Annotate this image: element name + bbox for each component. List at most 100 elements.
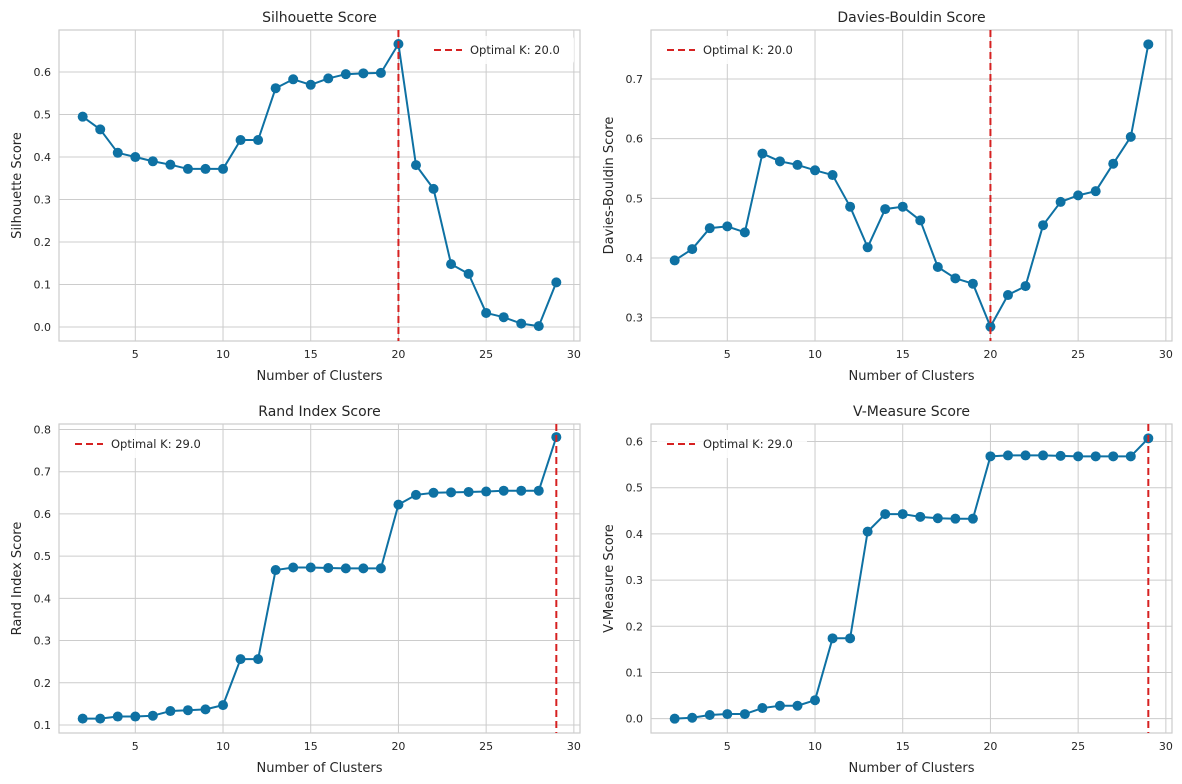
data-point <box>1108 158 1119 169</box>
x-tick-label: 20 <box>391 740 405 753</box>
legend: Optimal K: 29.0 <box>65 430 215 458</box>
data-point <box>687 244 698 255</box>
data-point <box>375 563 386 574</box>
data-point <box>410 489 421 500</box>
data-point <box>774 700 785 711</box>
data-point <box>358 68 369 79</box>
x-axis-label: Number of Clusters <box>257 369 383 384</box>
data-point <box>305 79 316 90</box>
y-tick-label: 0.5 <box>626 192 644 205</box>
chart-title: Davies-Bouldin Score <box>837 10 985 26</box>
data-point <box>722 221 733 232</box>
data-point <box>182 705 193 716</box>
data-point <box>498 312 509 323</box>
y-tick-label: 0.3 <box>626 312 644 325</box>
data-point <box>270 83 281 94</box>
data-point <box>704 709 715 720</box>
data-point <box>1125 131 1136 142</box>
data-point <box>950 513 961 524</box>
data-point <box>112 711 123 722</box>
data-point <box>323 562 334 573</box>
data-point <box>1125 451 1136 462</box>
data-point <box>393 499 404 510</box>
data-point <box>932 261 943 272</box>
y-tick-label: 0.4 <box>34 151 52 164</box>
chart-panel-3: 5 10 15 20 25 30 0.1 0.2 0.3 0.4 0.5 0.6 0.7 0.8 Rand … <box>10 404 581 776</box>
data-point <box>810 695 821 706</box>
y-tick-label: 0.7 <box>34 466 52 479</box>
x-tick-label: 25 <box>1071 348 1085 361</box>
plot-area <box>59 424 580 733</box>
data-point <box>1090 451 1101 462</box>
data-point <box>410 160 421 171</box>
data-point <box>1073 451 1084 462</box>
y-tick-label: 0.5 <box>34 550 52 563</box>
data-point <box>845 201 856 212</box>
y-axis-label: Silhouette Score <box>10 132 25 239</box>
data-point <box>985 451 996 462</box>
data-point <box>1055 450 1066 461</box>
data-point <box>446 259 457 270</box>
data-point <box>792 700 803 711</box>
data-point <box>551 277 562 288</box>
data-point <box>375 67 386 78</box>
data-point <box>112 147 123 158</box>
y-tick-label: 0.1 <box>34 719 52 732</box>
x-tick-label: 25 <box>479 348 493 361</box>
data-point <box>340 69 351 80</box>
data-point <box>967 513 978 524</box>
data-point <box>1090 186 1101 197</box>
y-tick-label: 0.5 <box>34 109 52 122</box>
y-tick-label: 0.1 <box>626 666 644 679</box>
plot-area <box>651 424 1172 733</box>
data-point <box>774 156 785 167</box>
data-point <box>1020 450 1031 461</box>
data-point <box>358 563 369 574</box>
y-tick-label: 0.6 <box>34 66 52 79</box>
plot-area <box>59 30 580 341</box>
y-tick-label: 0.2 <box>34 236 52 249</box>
data-point <box>95 124 106 135</box>
y-tick-label: 0.0 <box>34 321 52 334</box>
data-point <box>130 152 141 163</box>
x-tick-label: 5 <box>132 348 139 361</box>
x-tick-label: 25 <box>1071 740 1085 753</box>
data-point <box>147 156 158 167</box>
data-point <box>77 713 88 724</box>
data-point <box>1038 220 1049 231</box>
x-tick-label: 25 <box>479 740 493 753</box>
x-tick-label: 30 <box>567 740 581 753</box>
data-point <box>792 159 803 170</box>
y-tick-label: 0.0 <box>626 713 644 726</box>
legend-box <box>657 430 807 458</box>
data-point <box>862 242 873 253</box>
data-point <box>218 163 229 174</box>
data-point <box>1108 451 1119 462</box>
data-point <box>810 165 821 176</box>
data-point <box>1020 281 1031 292</box>
data-point <box>95 713 106 724</box>
y-tick-label: 0.6 <box>626 436 644 449</box>
x-tick-label: 10 <box>216 348 230 361</box>
x-tick-label: 10 <box>808 740 822 753</box>
series-line <box>82 436 558 720</box>
data-point <box>915 511 926 522</box>
data-point <box>862 526 873 537</box>
plot-frame <box>650 423 1173 734</box>
legend-label: Optimal K: 20.0 <box>470 43 560 57</box>
y-tick-label: 0.7 <box>626 73 644 86</box>
y-tick-label: 0.3 <box>34 194 52 207</box>
data-point <box>165 159 176 170</box>
x-tick-label: 5 <box>132 740 139 753</box>
data-point <box>182 163 193 174</box>
data-point <box>516 318 527 329</box>
x-axis-label: Number of Clusters <box>257 761 383 776</box>
data-point <box>757 148 768 159</box>
data-point <box>897 201 908 212</box>
data-point <box>305 562 316 573</box>
data-point <box>533 321 544 332</box>
data-point <box>235 654 246 665</box>
y-axis-label: V-Measure Score <box>602 524 617 633</box>
x-tick-label: 20 <box>983 740 997 753</box>
